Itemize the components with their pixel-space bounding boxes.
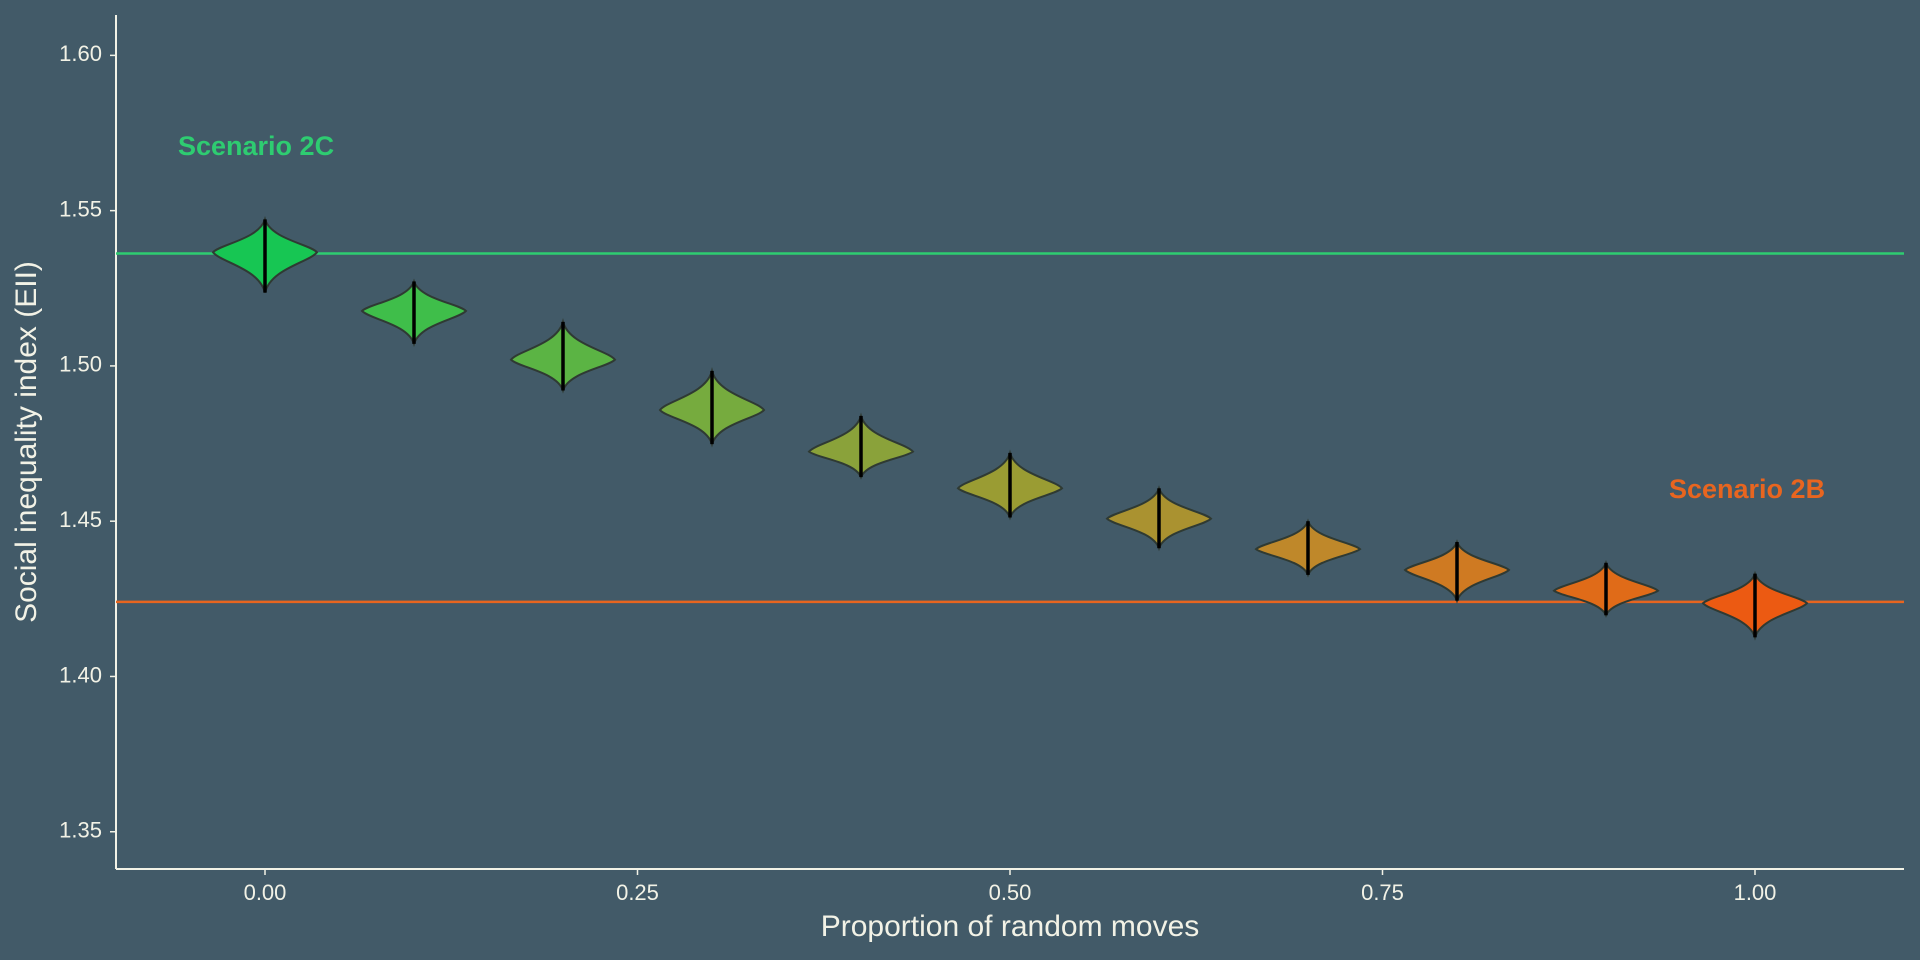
annotation: Scenario 2B [1669,474,1825,504]
annotation: Scenario 2C [178,131,334,161]
x-axis-title: Proportion of random moves [821,910,1200,943]
x-tick-label: 0.00 [244,880,287,905]
x-tick-label: 0.75 [1361,880,1404,905]
y-tick-label: 1.35 [59,818,102,843]
x-tick-label: 0.25 [616,880,659,905]
y-axis-title: Social inequality index (EII) [10,261,43,623]
y-tick-label: 1.50 [59,352,102,377]
y-tick-label: 1.55 [59,196,102,221]
y-tick-label: 1.40 [59,662,102,687]
y-tick-label: 1.60 [59,41,102,66]
x-tick-label: 1.00 [1734,880,1777,905]
x-tick-label: 0.50 [989,880,1032,905]
y-tick-label: 1.45 [59,507,102,532]
